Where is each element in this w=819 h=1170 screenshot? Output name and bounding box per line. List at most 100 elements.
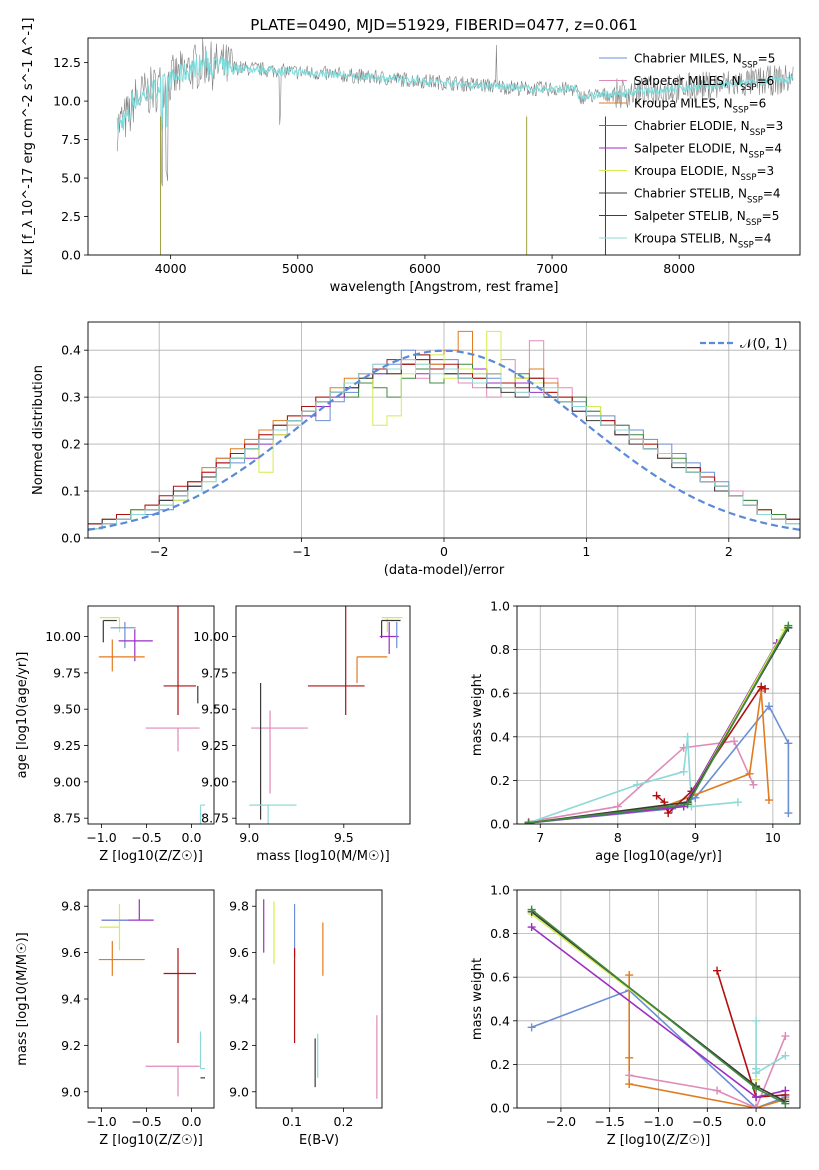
axes-frame [87,605,215,825]
y-tick-label: 9.25 [53,738,81,753]
plot-area-mass_vs_EBV [263,899,378,1099]
y-tick-label: 1.0 [490,883,510,898]
series-line [629,1035,787,1108]
panel-age_vs_Z: −1.0 −0.5 0.0 8.75 9.00 9.25 9.50 9.75 10.00 Z [l… [15,605,215,864]
series-line [716,970,786,1098]
y-tick-label: 8.75 [53,811,81,826]
data-point [625,971,634,980]
data-point [527,1023,536,1032]
x-tick-label: −0.5 [131,830,161,845]
data-point [713,966,722,975]
data-point [733,798,742,807]
x-axis-label: Z [log10(Z/Z☉)] [99,849,203,864]
x-tick-label: 5000 [282,261,314,276]
y-tick-label: 0.4 [490,729,510,744]
plot-area-age_vs_Z [98,606,205,824]
plot-area-age_vs_mass [249,606,403,824]
data-point [625,1053,634,1062]
plot-area-mass_vs_Z [98,899,205,1097]
y-tick-label: 0.0 [61,531,81,546]
x-tick-label: −1.0 [86,1114,116,1129]
x-axis-label: Z [log10(Z/Z☉)] [607,1133,711,1148]
y-tick-label: 0.3 [61,390,81,405]
x-tick-label: −1 [292,544,310,559]
data-point [527,905,536,914]
y-tick-label: 0.2 [61,437,81,452]
y-tick-label: 0.0 [61,248,81,263]
x-tick-label: 8000 [663,261,695,276]
y-tick-label: 10.00 [193,629,229,644]
x-tick-label: 0.0 [746,1114,766,1129]
x-tick-label: 2 [725,544,733,559]
x-tick-label: −2 [150,544,168,559]
data-point [764,702,773,711]
axes-frame [87,889,215,1109]
x-tick-label: 8 [614,830,622,845]
data-point [781,1032,790,1041]
y-tick-label: 9.2 [61,1038,81,1053]
y-axis-label: mass [log10(M/M☉)] [15,932,30,1065]
panel-mass_vs_Z: −1.0 −0.5 0.0 9.0 9.2 9.4 9.6 9.8 Z [log10(Z/Z☉)… [15,889,215,1148]
data-point [781,1051,790,1060]
y-axis-label: Normed distribution [31,365,46,495]
data-point [527,923,536,932]
y-tick-label: 9.2 [229,1038,249,1053]
y-tick-label: 9.00 [53,774,81,789]
x-axis-label: mass [log10(M/M☉)] [256,849,389,864]
x-tick-label: 7 [536,830,544,845]
x-tick-label: 0 [440,544,448,559]
data-point [664,809,673,818]
legend-label: Kroupa ELODIE, NSSP=3 [634,164,774,183]
data-point [752,1093,761,1102]
data-point [713,1086,722,1095]
x-tick-label: 6000 [409,261,441,276]
y-tick-label: 10.0 [53,94,81,109]
x-tick-label: 0.0 [182,830,202,845]
legend-label: Chabrier MILES, NSSP=5 [634,52,775,71]
data-point [683,800,692,809]
y-tick-label: 9.6 [229,945,249,960]
panel-mass_weight_vs_Z: −2.0 −1.5 −1.0 −0.5 0.0 0.0 0.2 0.4 0.6 0.8 1.0 Z [… [470,883,801,1148]
y-tick-label: 9.4 [229,992,249,1007]
x-tick-label: 7000 [536,261,568,276]
plot-area-residuals [88,330,800,531]
series-line [528,736,739,824]
axes-frame [255,889,383,1109]
legend-label: Salpeter ELODIE, NSSP=4 [634,142,782,161]
data-point [781,1086,790,1095]
x-axis-label: E(B-V) [299,1133,339,1148]
legend-label: Chabrier ELODIE, NSSP=3 [634,119,783,138]
y-tick-label: 0.4 [61,343,81,358]
data-point [752,1016,761,1025]
x-tick-label: −1.0 [86,830,116,845]
data-point [781,1099,790,1108]
y-axis-label: age [log10(age/yr)] [15,652,30,779]
y-tick-label: 1.0 [490,599,510,614]
y-tick-label: 0.6 [490,970,510,985]
legend-label: Salpeter STELIB, NSSP=5 [634,209,779,228]
data-point [752,1084,761,1093]
data-point [745,769,754,778]
x-tick-label: 9 [691,830,699,845]
x-tick-label: 9.5 [334,830,354,845]
y-tick-label: 9.00 [201,774,229,789]
y-tick-label: 9.6 [61,945,81,960]
axes-frame [87,321,801,539]
x-tick-label: 0.2 [333,1114,353,1129]
y-tick-label: 0.2 [490,1057,510,1072]
y-tick-label: 9.0 [61,1084,81,1099]
y-tick-label: 0.4 [490,1013,510,1028]
x-tick-label: −0.5 [131,1114,161,1129]
data-point [679,767,688,776]
y-tick-label: 5.0 [61,171,81,186]
plot-area-spectrum [116,38,794,255]
x-tick-label: 4000 [155,261,187,276]
y-tick-label: 12.5 [53,55,81,70]
panel-age_vs_mass: 9.0 9.5 8.75 9.00 9.25 9.50 9.75 10.00 mass [log… [193,605,411,864]
data-point [761,684,770,693]
data-point [625,1080,634,1089]
plot-area-mass_weight_vs_age [524,621,793,824]
x-tick-label: −0.5 [692,1114,722,1129]
